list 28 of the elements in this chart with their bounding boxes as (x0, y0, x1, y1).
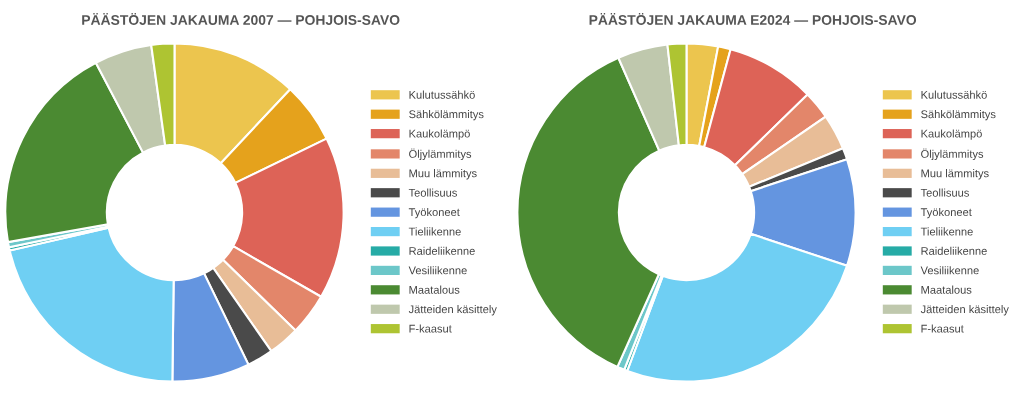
chart-title: PÄÄSTÖJEN JAKAUMA 2007 — POHJOIS-SAVO (82, 12, 400, 25)
legend-label: F-kaasut (921, 324, 964, 333)
legend-label: Öljylämmitys (921, 148, 984, 161)
legend-label: Raideliikenne (409, 246, 475, 255)
legend-label: Teollisuus (920, 188, 969, 197)
legend-label: Kaukolämpö (921, 129, 982, 140)
legend-label: Kulutussähkö (921, 90, 987, 99)
legend-label: Sähkölämmitys (921, 110, 996, 121)
legend-label: Työkoneet (408, 207, 460, 219)
legend-label: Kulutussähkö (409, 90, 475, 99)
legend-label: Kaukolämpö (409, 129, 470, 140)
legend-label: Tieliikenne (920, 227, 973, 236)
legend-label: Vesiliikenne (408, 266, 467, 275)
legend-label: Tieliikenne (408, 227, 461, 236)
legend-label: Sähkölämmitys (409, 110, 484, 121)
chart-title: PÄÄSTÖJEN JAKAUMA E2024 — POHJOIS-SAVO (589, 12, 917, 25)
legend-label: Jätteiden käsittely (408, 305, 497, 316)
legend-label: Muu lämmitys (409, 169, 477, 180)
legend-label: Vesiliikenne (920, 266, 979, 275)
legend-label: Työkoneet (920, 207, 972, 219)
legend-label: Muu lämmitys (921, 169, 989, 180)
legend-label: Jätteiden käsittely (920, 305, 1009, 316)
legend-label: Maatalous (921, 285, 972, 294)
legend-label: Raideliikenne (921, 246, 987, 255)
legend-label: Teollisuus (408, 188, 457, 197)
legend-label: Öljylämmitys (409, 148, 472, 161)
legend-label: Maatalous (409, 285, 460, 294)
legend-label: F-kaasut (409, 324, 452, 333)
